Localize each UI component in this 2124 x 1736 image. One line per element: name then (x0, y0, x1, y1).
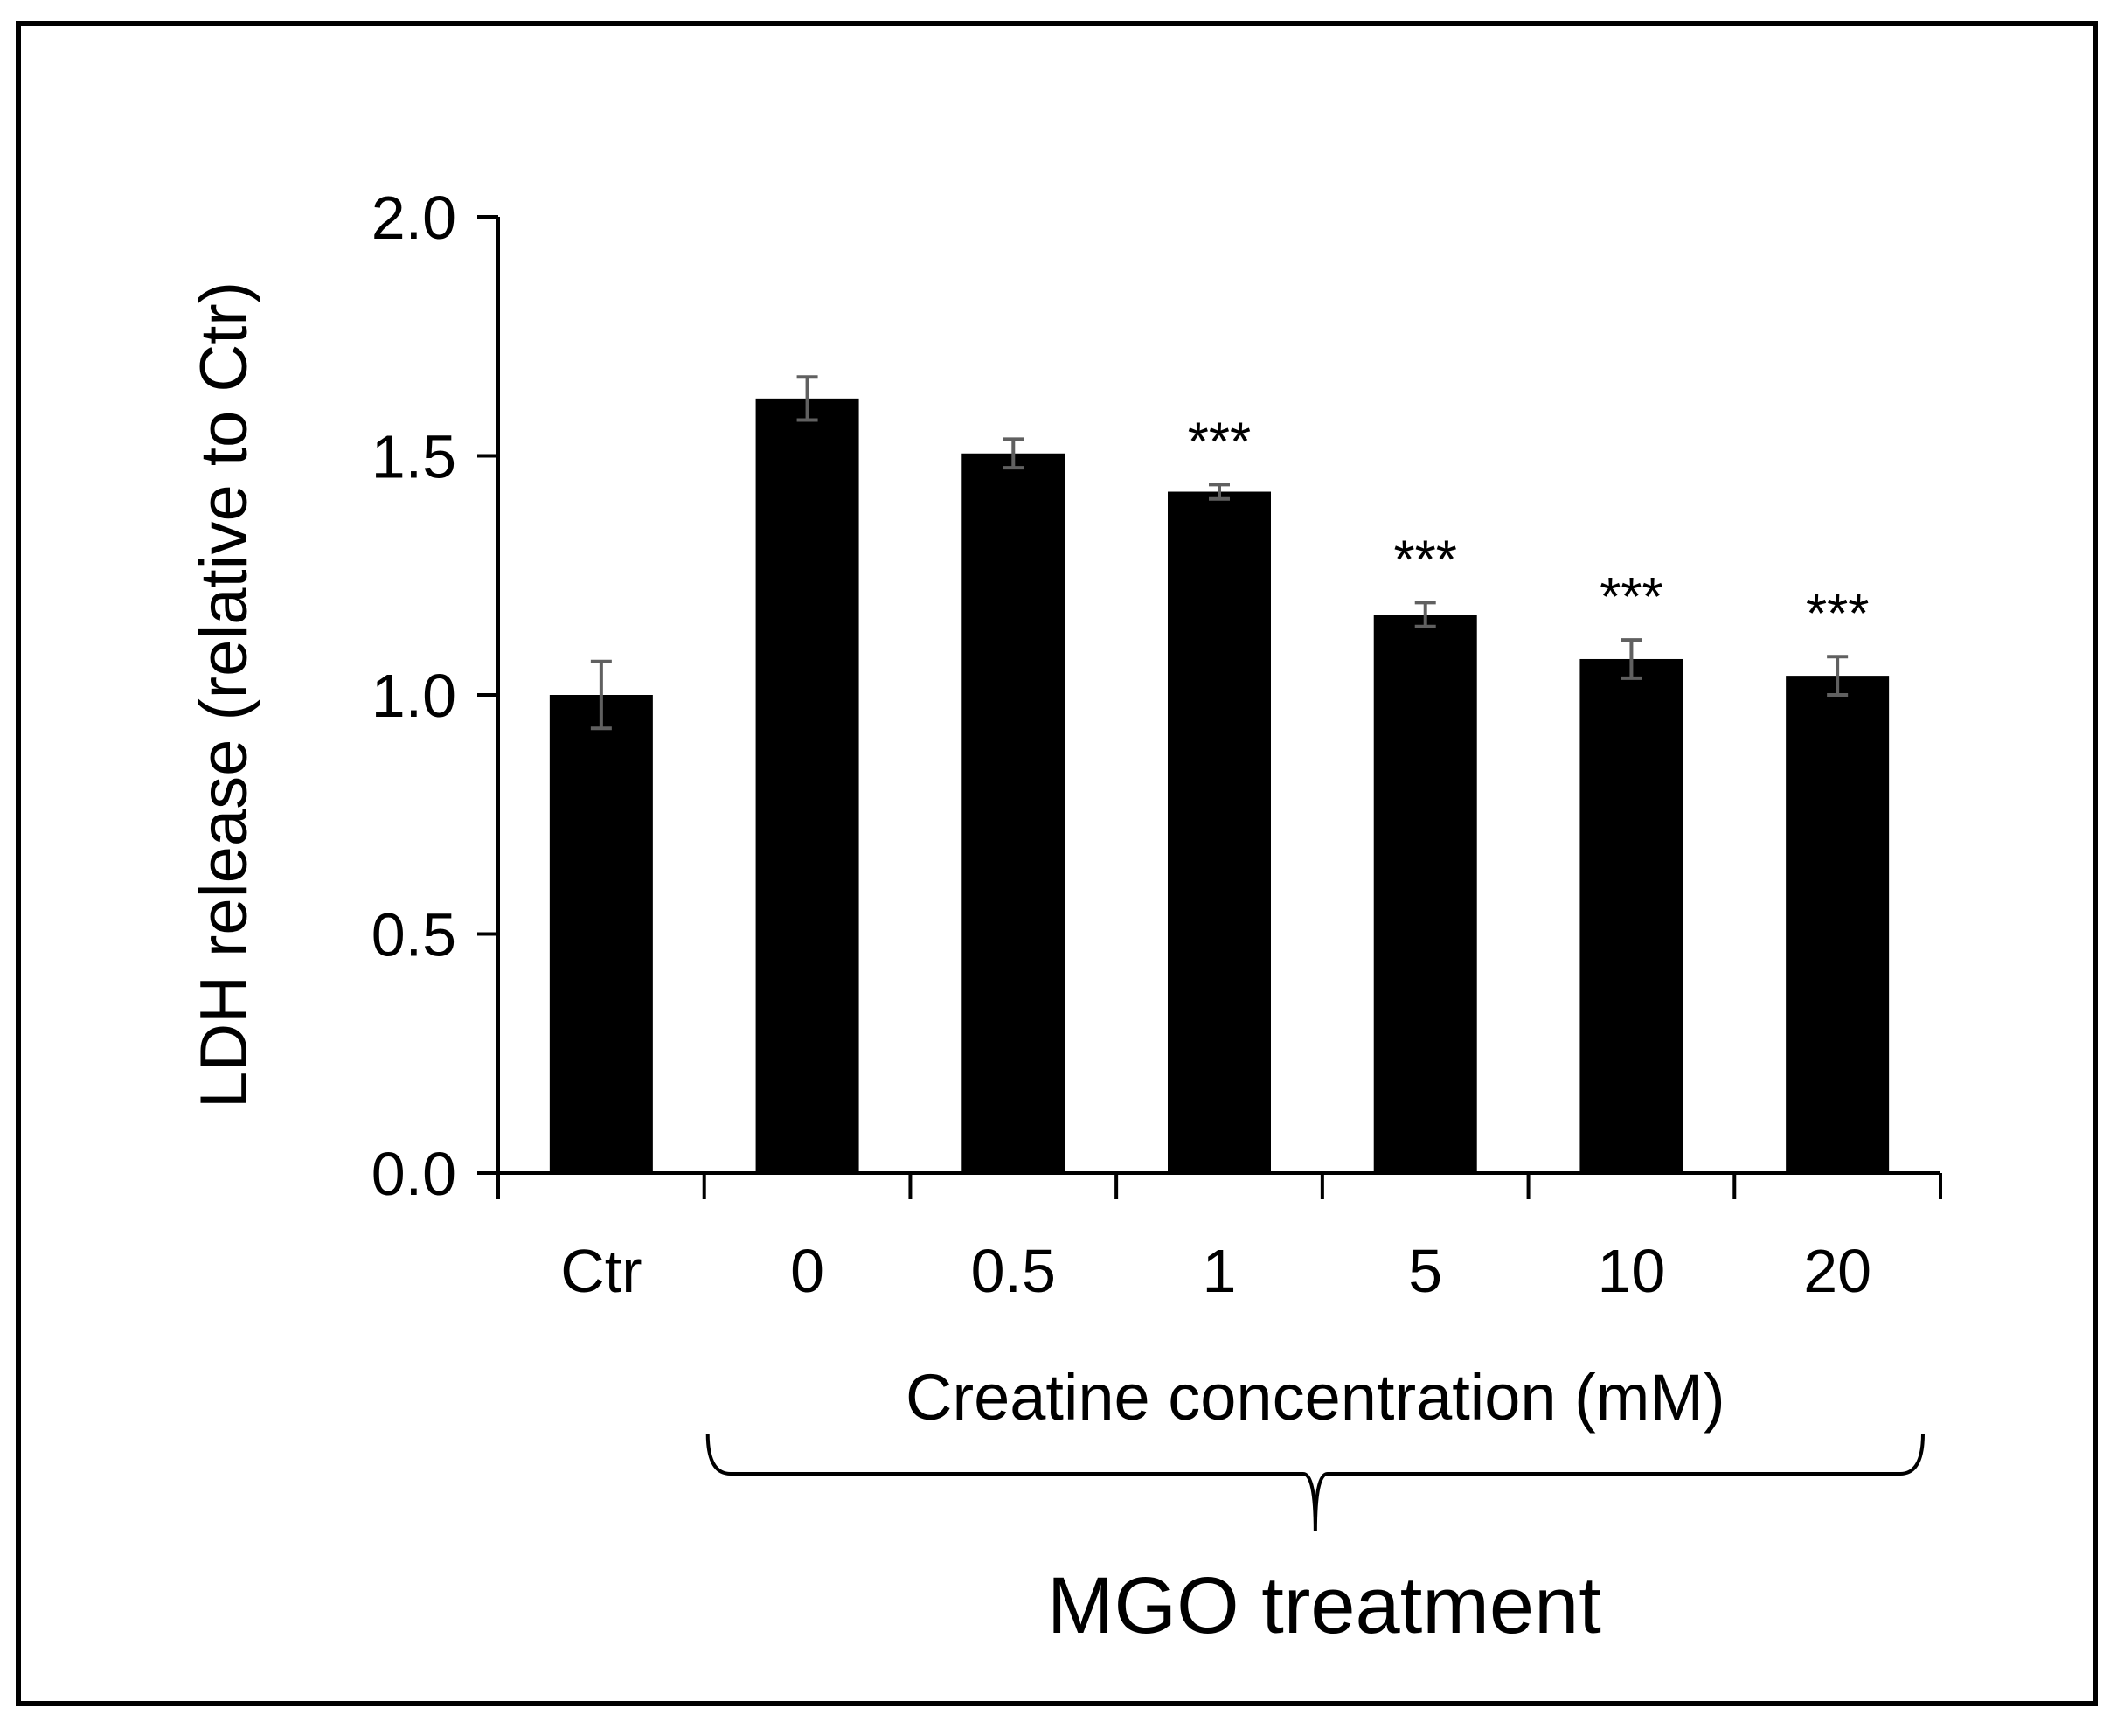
bar (549, 695, 653, 1173)
x-tick-label: 5 (1408, 1237, 1442, 1305)
x-tick-label: 20 (1803, 1237, 1871, 1305)
error-bar (1003, 437, 1024, 470)
x-axis-label: Creatine concentration (mM) (906, 1361, 1725, 1434)
error-bar (1827, 655, 1849, 697)
bar (1786, 676, 1890, 1173)
y-tick-label: 2.0 (371, 184, 456, 252)
y-tick-label: 0.0 (371, 1140, 456, 1208)
significance-mark: *** (1806, 584, 1869, 644)
x-tick-label: 0.5 (971, 1237, 1056, 1305)
x-tick-label: 10 (1597, 1237, 1665, 1305)
x-tick-label: 1 (1203, 1237, 1237, 1305)
error-bars (590, 375, 1849, 731)
bars (549, 398, 1890, 1173)
y-axis-label: LDH release (relative to Ctr) (187, 281, 261, 1108)
significance-mark: *** (1600, 567, 1662, 628)
x-axis: Ctr 0 0.5 1 5 10 20 (477, 1171, 1942, 1305)
y-tick-label: 1.5 (371, 423, 456, 491)
x-tick-label: 0 (790, 1237, 824, 1305)
y-axis: 0.0 0.5 1.0 1.5 2.0 (371, 184, 500, 1208)
significance-marks: *** *** *** *** (1188, 412, 1870, 644)
y-tick-label: 1.0 (371, 662, 456, 730)
bar (1373, 615, 1477, 1173)
significance-mark: *** (1188, 412, 1251, 472)
error-bar (590, 659, 612, 731)
error-bar (1209, 483, 1230, 501)
error-bar (796, 375, 818, 422)
bar (755, 398, 859, 1173)
bar (1579, 658, 1683, 1173)
x-tick-label: Ctr (560, 1237, 642, 1305)
group-brace (705, 1433, 1925, 1532)
error-bar (1414, 601, 1436, 628)
group-label: MGO treatment (1047, 1561, 1601, 1650)
y-tick-label: 0.5 (371, 901, 456, 969)
significance-mark: *** (1394, 530, 1457, 590)
bar (1168, 491, 1271, 1173)
bar (961, 453, 1065, 1173)
error-bar (1621, 638, 1642, 680)
